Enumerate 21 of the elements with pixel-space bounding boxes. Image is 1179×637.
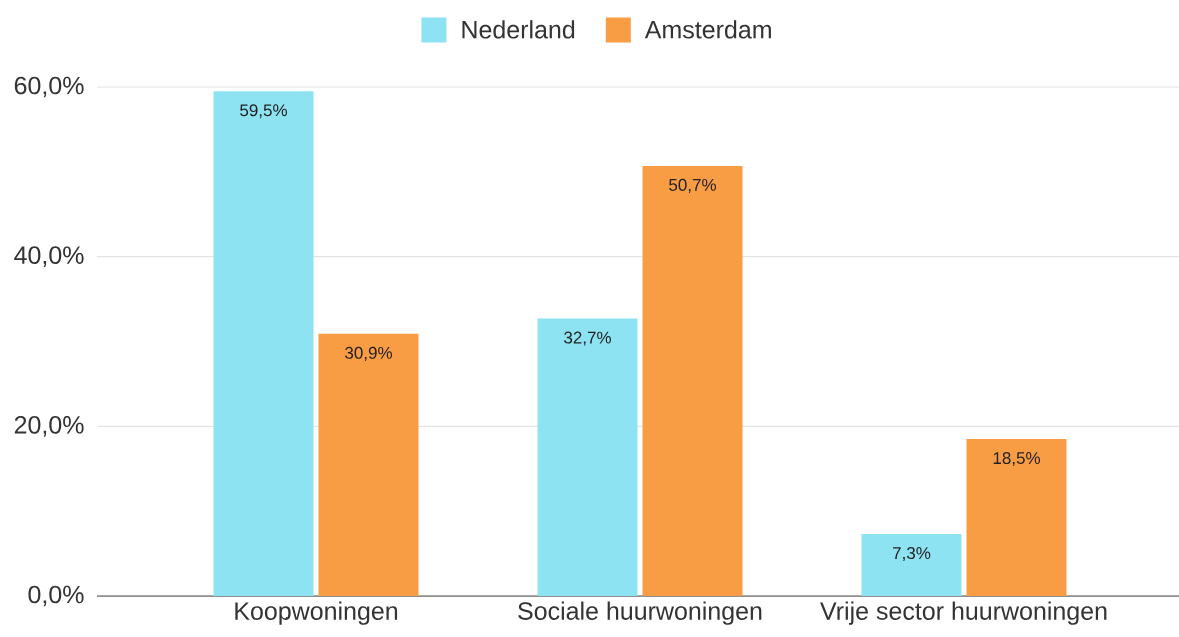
y-tick-label: 60,0% [14, 76, 84, 98]
x-tick-label: Sociale huurwoningen [518, 601, 762, 625]
x-tick-label: Vrije sector huurwoningen [820, 601, 1107, 625]
bar [537, 318, 638, 596]
data-label: 59,5% [240, 104, 287, 119]
y-tick-label: 0,0% [28, 585, 84, 607]
bar [213, 91, 314, 596]
data-label: 30,9% [345, 346, 392, 361]
x-tick-label: Koopwoningen [235, 601, 398, 625]
data-label: 50,7% [669, 178, 716, 193]
y-tick-label: 40,0% [14, 246, 84, 267]
bar [318, 333, 419, 596]
data-label: 32,7% [564, 331, 611, 346]
y-tick-label: 20,0% [14, 416, 84, 437]
bar [966, 439, 1067, 596]
bar [642, 165, 743, 596]
legend-label: Nederland [462, 20, 575, 39]
data-label: 18,5% [993, 452, 1040, 467]
bar [861, 534, 962, 596]
data-label: 7,3% [893, 547, 931, 562]
legend-label: Amsterdam [644, 20, 771, 39]
